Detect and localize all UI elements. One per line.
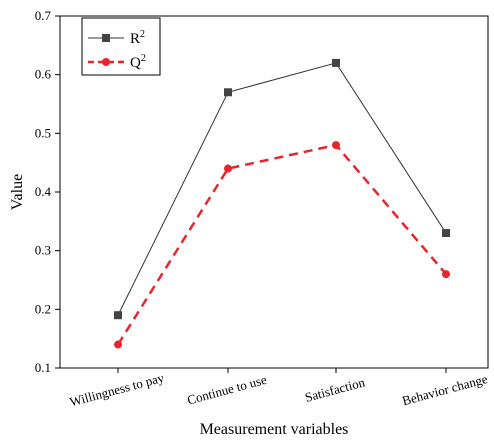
data-point-r2: [442, 229, 450, 238]
legend-box: [81, 17, 161, 76]
y-tick-label: 0.5: [35, 125, 51, 140]
data-point-q2: [442, 270, 450, 279]
legend-marker-q2: [102, 58, 110, 66]
series-line-q2: [116, 143, 447, 346]
x-tick-label: Behavior change: [401, 371, 490, 408]
series-layer: [114, 58, 450, 349]
legend: R2 Q2: [81, 17, 161, 76]
series-line-r2: [117, 62, 447, 316]
data-point-q2: [332, 141, 340, 150]
legend-label-q2: Q2: [130, 53, 146, 71]
x-tick-label: Satisfaction: [303, 374, 367, 405]
y-tick-label: 0.3: [35, 243, 51, 258]
data-point-r2: [332, 58, 340, 67]
data-point-q2: [224, 164, 232, 173]
y-tick-label: 0.2: [35, 301, 51, 316]
legend-label-r2: R2: [130, 29, 145, 47]
data-point-r2: [224, 88, 232, 97]
x-tick-label: Willingness to pay: [68, 370, 166, 410]
y-tick-label: 0.4: [35, 184, 52, 199]
data-point-q2: [114, 340, 122, 349]
y-tick-label: 0.1: [35, 360, 51, 375]
x-tick-label: Continue to use: [185, 372, 268, 408]
legend-marker-r2: [102, 34, 110, 42]
data-point-r2: [114, 311, 122, 320]
y-axis-title: Value: [9, 174, 26, 210]
y-tick-label: 0.7: [35, 8, 52, 23]
y-tick-label: 0.6: [35, 67, 52, 82]
x-axis: Willingness to pay Continue to use Satisfa…: [68, 368, 489, 409]
y-axis: 0.1 0.2 0.3 0.4 0.5 0.6 0.7: [35, 8, 60, 375]
x-axis-title: Measurement variables: [200, 421, 349, 438]
